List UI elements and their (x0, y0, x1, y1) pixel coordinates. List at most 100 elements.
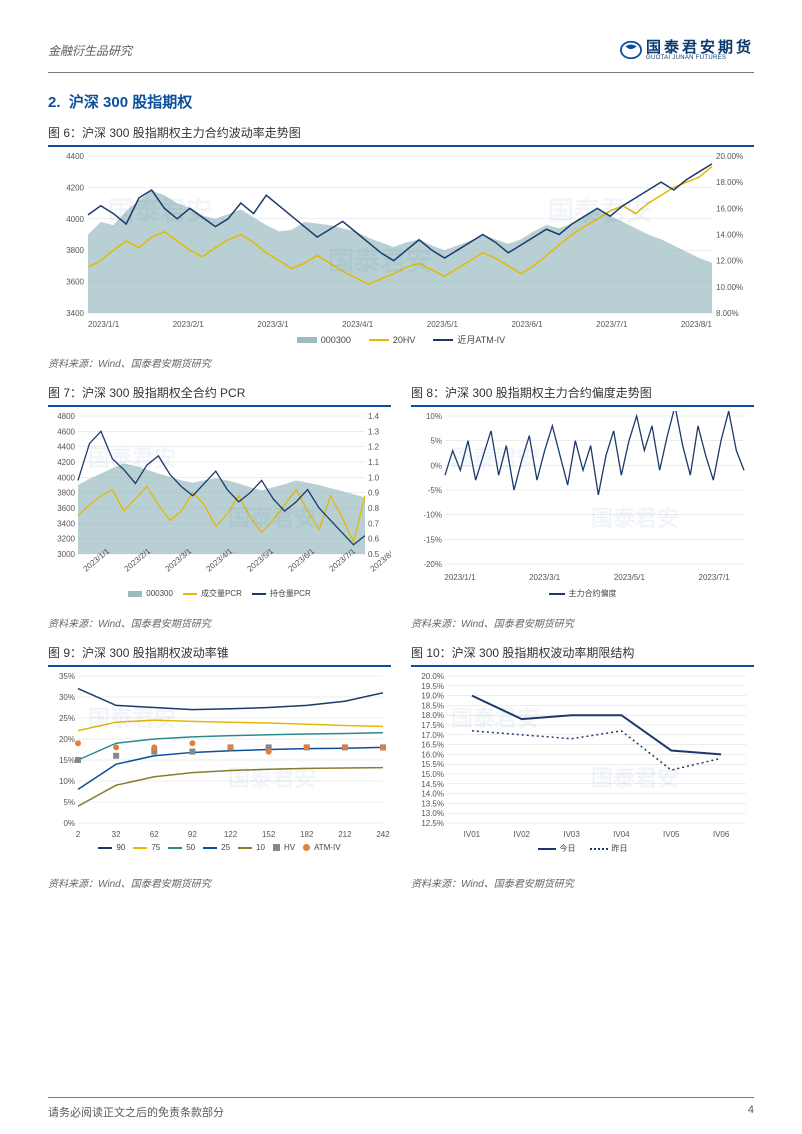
svg-text:IV05: IV05 (663, 830, 680, 839)
svg-text:4600: 4600 (57, 427, 75, 436)
svg-text:2023/3/1: 2023/3/1 (529, 573, 561, 582)
svg-text:0.9: 0.9 (368, 489, 380, 498)
svg-text:4200: 4200 (66, 183, 84, 192)
logo-icon (620, 39, 642, 61)
svg-text:182: 182 (300, 830, 314, 839)
fig9-source: 资料来源：Wind、国泰君安期货研究 (48, 875, 391, 890)
svg-text:12.5%: 12.5% (421, 819, 444, 828)
svg-text:3800: 3800 (66, 246, 84, 255)
svg-text:20.0%: 20.0% (421, 672, 444, 681)
svg-text:3400: 3400 (66, 309, 84, 318)
svg-text:19.0%: 19.0% (421, 692, 444, 701)
svg-text:3200: 3200 (57, 535, 75, 544)
svg-text:IV06: IV06 (713, 830, 730, 839)
svg-text:10%: 10% (426, 412, 442, 421)
svg-text:3000: 3000 (57, 550, 75, 559)
svg-text:0%: 0% (430, 461, 442, 470)
svg-text:17.5%: 17.5% (421, 721, 444, 730)
svg-text:20.00%: 20.00% (716, 152, 743, 161)
svg-text:1.2: 1.2 (368, 443, 380, 452)
svg-text:0%: 0% (63, 819, 75, 828)
svg-text:2023/7/1: 2023/7/1 (699, 573, 731, 582)
logo: 国泰君安期货 GUOTAI JUNAN FUTURES (620, 39, 754, 61)
svg-text:19.5%: 19.5% (421, 682, 444, 691)
fig10-source: 资料来源：Wind、国泰君安期货研究 (411, 875, 754, 890)
figure-7: 图 7：沪深 300 股指期权全合约 PCR 国泰君安 国泰君安 3000320… (48, 384, 391, 630)
svg-text:212: 212 (338, 830, 352, 839)
footer-disclaimer: 请务必阅读正文之后的免责条款部分 (48, 1104, 224, 1120)
svg-text:10.00%: 10.00% (716, 283, 743, 292)
svg-text:IV02: IV02 (514, 830, 531, 839)
svg-text:2023/2/1: 2023/2/1 (173, 320, 205, 329)
svg-text:10%: 10% (59, 777, 75, 786)
fig6-source: 资料来源：Wind、国泰君安期货研究 (48, 355, 754, 370)
svg-text:1.3: 1.3 (368, 427, 380, 436)
fig7-title: 图 7：沪深 300 股指期权全合约 PCR (48, 384, 391, 401)
chart9-legend: 90 75 50 25 10 HV ATM-IV (48, 843, 391, 852)
svg-text:16.0%: 16.0% (421, 750, 444, 759)
svg-text:32: 32 (112, 830, 121, 839)
chart10-legend: 今日 昨日 (411, 843, 754, 854)
svg-text:-5%: -5% (428, 486, 442, 495)
svg-text:62: 62 (150, 830, 159, 839)
svg-text:35%: 35% (59, 672, 75, 681)
fig8-source: 资料来源：Wind、国泰君安期货研究 (411, 615, 754, 630)
svg-text:122: 122 (224, 830, 238, 839)
logo-en: GUOTAI JUNAN FUTURES (646, 55, 754, 61)
svg-text:18.0%: 18.0% (421, 711, 444, 720)
svg-text:18.00%: 18.00% (716, 178, 743, 187)
fig9-title: 图 9：沪深 300 股指期权波动率锥 (48, 644, 391, 661)
svg-text:1.1: 1.1 (368, 458, 380, 467)
svg-text:3800: 3800 (57, 489, 75, 498)
fig6-title: 图 6：沪深 300 股指期权主力合约波动率走势图 (48, 124, 754, 141)
header-divider (48, 72, 754, 73)
svg-text:0.7: 0.7 (368, 519, 380, 528)
figure-8: 图 8：沪深 300 股指期权主力合约偏度走势图 国泰君安 国泰君安 -20%-… (411, 384, 754, 630)
svg-text:IV04: IV04 (613, 830, 630, 839)
chart9-svg: 0%5%10%15%20%25%30%35%232629212215218221… (48, 671, 391, 841)
svg-text:1.0: 1.0 (368, 473, 380, 482)
svg-text:4400: 4400 (57, 443, 75, 452)
svg-text:25%: 25% (59, 714, 75, 723)
chart6-legend: 000300 20HV 近月ATM-IV (48, 333, 754, 346)
chart8-svg: -20%-15%-10%-5%0%5%10%2023/1/12023/3/120… (411, 411, 754, 586)
svg-text:92: 92 (188, 830, 197, 839)
svg-text:16.00%: 16.00% (716, 204, 743, 213)
svg-text:-20%: -20% (423, 560, 442, 569)
svg-text:12.00%: 12.00% (716, 257, 743, 266)
svg-text:2023/5/1: 2023/5/1 (614, 573, 646, 582)
svg-text:14.0%: 14.0% (421, 790, 444, 799)
svg-text:2023/3/1: 2023/3/1 (257, 320, 289, 329)
svg-text:3600: 3600 (66, 278, 84, 287)
svg-text:152: 152 (262, 830, 276, 839)
svg-text:2023/4/1: 2023/4/1 (342, 320, 374, 329)
svg-text:13.0%: 13.0% (421, 809, 444, 818)
svg-text:13.5%: 13.5% (421, 799, 444, 808)
svg-text:14.00%: 14.00% (716, 231, 743, 240)
svg-text:2: 2 (76, 830, 81, 839)
figure-6: 图 6：沪深 300 股指期权主力合约波动率走势图 国泰君安 国泰君安 国泰君安… (48, 124, 754, 370)
svg-text:2023/8/1: 2023/8/1 (681, 320, 713, 329)
svg-text:4200: 4200 (57, 458, 75, 467)
svg-text:1.4: 1.4 (368, 412, 380, 421)
svg-text:20%: 20% (59, 735, 75, 744)
svg-text:3400: 3400 (57, 519, 75, 528)
footer: 请务必阅读正文之后的免责条款部分 4 (48, 1097, 754, 1120)
svg-text:-10%: -10% (423, 511, 442, 520)
page-number: 4 (748, 1104, 754, 1120)
chart8-legend: 主力合约偏度 (411, 588, 754, 599)
chart6-svg: 3400360038004000420044008.00%10.00%12.00… (48, 151, 754, 331)
svg-text:0.6: 0.6 (368, 535, 380, 544)
svg-text:15.5%: 15.5% (421, 760, 444, 769)
svg-text:5%: 5% (430, 437, 442, 446)
svg-text:5%: 5% (63, 798, 75, 807)
svg-text:18.5%: 18.5% (421, 701, 444, 710)
svg-text:4000: 4000 (66, 215, 84, 224)
svg-text:15.0%: 15.0% (421, 770, 444, 779)
svg-text:IV03: IV03 (563, 830, 580, 839)
svg-text:3600: 3600 (57, 504, 75, 513)
section-title: 2. 沪深 300 股指期权 (48, 91, 754, 112)
fig7-source: 资料来源：Wind、国泰君安期货研究 (48, 615, 391, 630)
svg-text:2023/6/1: 2023/6/1 (511, 320, 543, 329)
svg-text:2023/1/1: 2023/1/1 (444, 573, 476, 582)
